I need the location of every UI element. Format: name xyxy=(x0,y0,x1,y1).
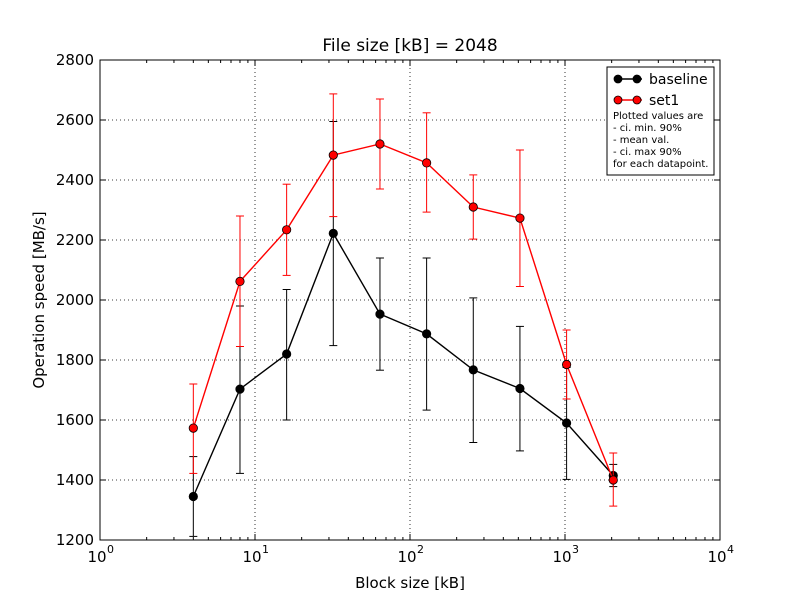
data-point xyxy=(375,139,385,149)
data-point xyxy=(561,418,572,428)
y-tick-label: 2400 xyxy=(56,171,94,189)
series-set1 xyxy=(188,93,618,507)
chart-title: File size [kB] = 2048 xyxy=(322,36,497,56)
plot-frame xyxy=(99,59,721,541)
y-tick-label: 1200 xyxy=(56,531,94,549)
y-tick-label: 2800 xyxy=(56,51,94,69)
data-point xyxy=(422,329,432,339)
data-point xyxy=(188,423,198,433)
x-tick-exponent: 4 xyxy=(727,543,734,556)
data-point xyxy=(235,384,245,394)
data-point xyxy=(282,349,292,359)
y-tick-label: 2600 xyxy=(56,111,94,129)
data-point xyxy=(328,150,338,160)
x-tick-exponent: 0 xyxy=(107,543,114,556)
data-point xyxy=(561,359,572,370)
data-point xyxy=(608,475,618,485)
legend-marker xyxy=(632,74,642,84)
x-tick-exponent: 1 xyxy=(262,543,269,556)
data-point xyxy=(282,225,292,235)
series-layer xyxy=(188,93,618,537)
series-baseline xyxy=(188,121,618,537)
x-tick-label: 10 xyxy=(87,548,106,566)
data-point xyxy=(375,309,385,319)
legend-note-line: Plotted values are xyxy=(613,111,703,122)
y-tick-label: 2200 xyxy=(56,231,94,249)
data-point xyxy=(515,383,525,394)
y-tick-label: 1400 xyxy=(56,471,94,489)
legend-marker xyxy=(613,74,623,84)
legend-note-line: - mean val. xyxy=(613,135,669,146)
x-tick-label: 10 xyxy=(397,548,416,566)
legend-note-line: - ci. max 90% xyxy=(613,147,682,158)
x-tick-label: 10 xyxy=(707,548,726,566)
legend-box xyxy=(606,66,715,176)
data-point xyxy=(235,276,245,286)
data-point xyxy=(328,228,338,238)
legend-marker xyxy=(632,95,642,105)
y-tick-label: 1800 xyxy=(56,351,94,369)
legend-note-line: for each datapoint. xyxy=(613,159,708,170)
data-point xyxy=(188,491,198,502)
legend-marker xyxy=(613,95,623,105)
x-axis-label: Block size [kB] xyxy=(355,574,465,592)
series-line xyxy=(192,143,614,481)
data-point xyxy=(468,365,478,375)
data-point xyxy=(515,213,525,223)
y-axis-label: Operation speed [MB/s] xyxy=(30,211,48,388)
legend-note-line: - ci. min. 90% xyxy=(613,123,682,134)
series-line xyxy=(192,231,614,497)
y-tick-label: 2000 xyxy=(56,291,94,309)
y-tick-label: 1600 xyxy=(56,411,94,429)
legend: baseline set1 Plotted values are - ci. min… xyxy=(606,66,715,176)
legend-label: baseline xyxy=(649,72,708,88)
x-tick-exponent: 2 xyxy=(417,543,424,556)
data-point xyxy=(422,158,432,168)
x-tick-exponent: 3 xyxy=(572,543,579,556)
x-tick-label: 10 xyxy=(242,548,261,566)
data-point xyxy=(468,202,478,212)
legend-label: set1 xyxy=(649,93,679,109)
x-tick-label: 10 xyxy=(552,548,571,566)
